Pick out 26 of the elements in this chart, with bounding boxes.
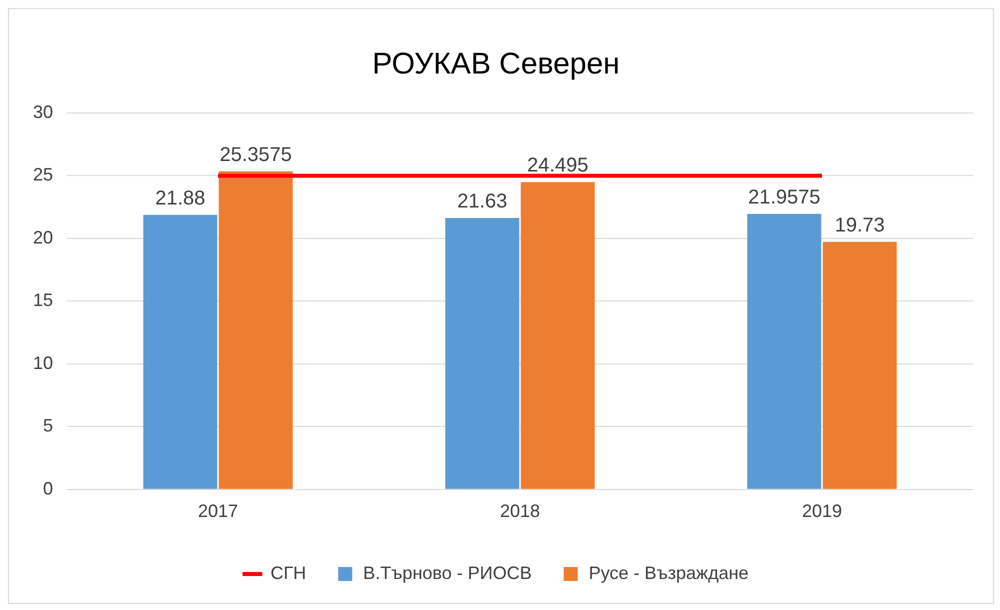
- bar: [143, 214, 218, 489]
- y-tick-label: 30: [32, 102, 54, 122]
- bar: [747, 214, 822, 489]
- legend-label: СГН: [270, 562, 306, 583]
- y-tick-label: 20: [32, 227, 54, 248]
- data-label: 24.495: [527, 154, 588, 177]
- x-tick-label: 2018: [500, 501, 540, 522]
- data-label: 25.3575: [220, 144, 292, 166]
- y-tick-label: 10: [32, 352, 54, 373]
- x-tick-label: 2017: [198, 501, 238, 522]
- y-tick-label: 15: [32, 290, 54, 310]
- data-label: 21.9575: [748, 186, 820, 208]
- x-tick-label: 2019: [802, 501, 842, 522]
- legend-label: Русе - Възраждане: [588, 562, 749, 583]
- bar: [822, 242, 897, 489]
- y-tick-label: 25: [32, 164, 54, 185]
- y-tick-label: 5: [43, 416, 54, 436]
- bar: [520, 182, 595, 489]
- bar: [445, 218, 520, 489]
- y-tick-label: 0: [43, 478, 54, 498]
- legend-label: В.Търново - РИОСВ: [363, 562, 532, 583]
- data-label: 21.88: [155, 187, 206, 210]
- chart-title: РОУКАВ Северен: [372, 47, 620, 80]
- data-label: 21.63: [457, 190, 508, 213]
- bar: [218, 171, 293, 489]
- data-label: 19.73: [834, 214, 885, 236]
